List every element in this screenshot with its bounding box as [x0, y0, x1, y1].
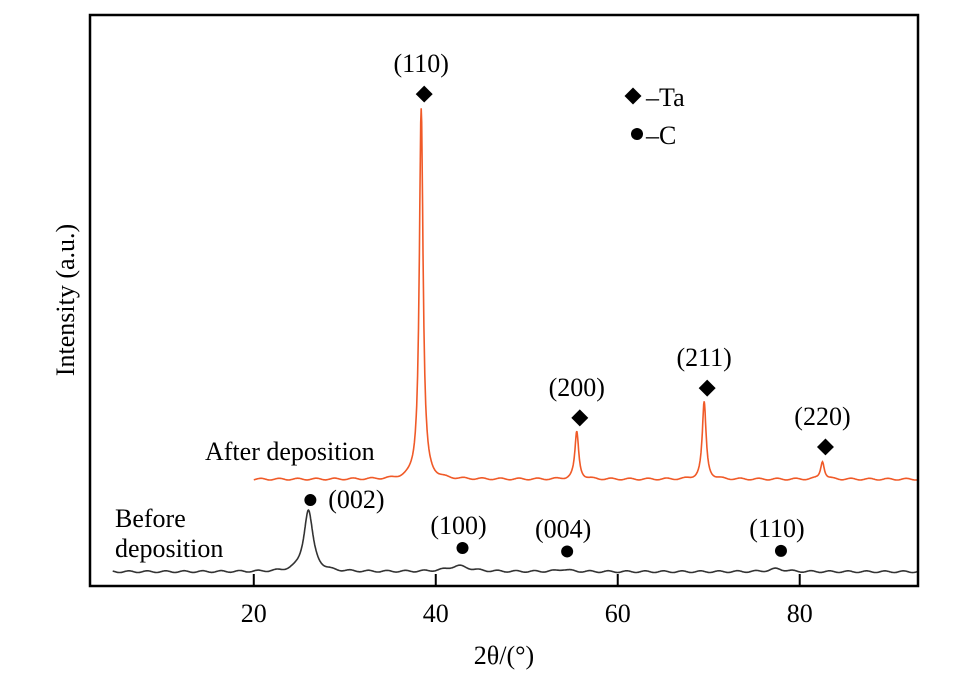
before-deposition-label-line1: Before: [115, 504, 186, 533]
peak-label: (110): [394, 49, 449, 78]
peak-label: (220): [794, 402, 850, 431]
x-tick-label: 20: [241, 599, 267, 628]
legend-ta-diamond-icon: [624, 87, 642, 105]
c-peak-circle-icon: [561, 545, 574, 558]
c-peak-circle-icon: [774, 544, 787, 557]
c-peak-circle-icon: [456, 542, 469, 555]
x-tick-label: 60: [605, 599, 631, 628]
series-line-before: [112, 509, 919, 574]
ta-peak-diamond-icon: [698, 379, 716, 397]
after-deposition-label: After deposition: [205, 437, 375, 466]
legend-c-label: –C: [645, 121, 676, 150]
peak-label: (211): [676, 343, 731, 372]
ta-peak-diamond-icon: [816, 438, 834, 456]
before-deposition-label-line2: deposition: [115, 534, 223, 563]
ta-peak-diamond-icon: [571, 409, 589, 427]
peak-label: (002): [328, 485, 384, 514]
peak-label: (004): [535, 514, 591, 543]
series-line-after: [253, 108, 919, 481]
plot-frame: [88, 13, 920, 588]
legend: –Ta –C: [624, 83, 685, 150]
ta-peak-diamond-icon: [415, 85, 433, 103]
x-axis-label: 2θ/(°): [474, 641, 534, 670]
c-peak-circle-icon: [304, 494, 317, 507]
x-tick-label: 80: [787, 599, 813, 628]
y-axis-label: Intensity (a.u.): [51, 224, 80, 376]
peak-label: (100): [430, 511, 486, 540]
peak-label: (110): [749, 514, 804, 543]
x-tick-label: 40: [423, 599, 449, 628]
legend-ta-label: –Ta: [645, 83, 685, 112]
legend-c-circle-icon: [631, 128, 643, 140]
peak-label: (200): [549, 373, 605, 402]
